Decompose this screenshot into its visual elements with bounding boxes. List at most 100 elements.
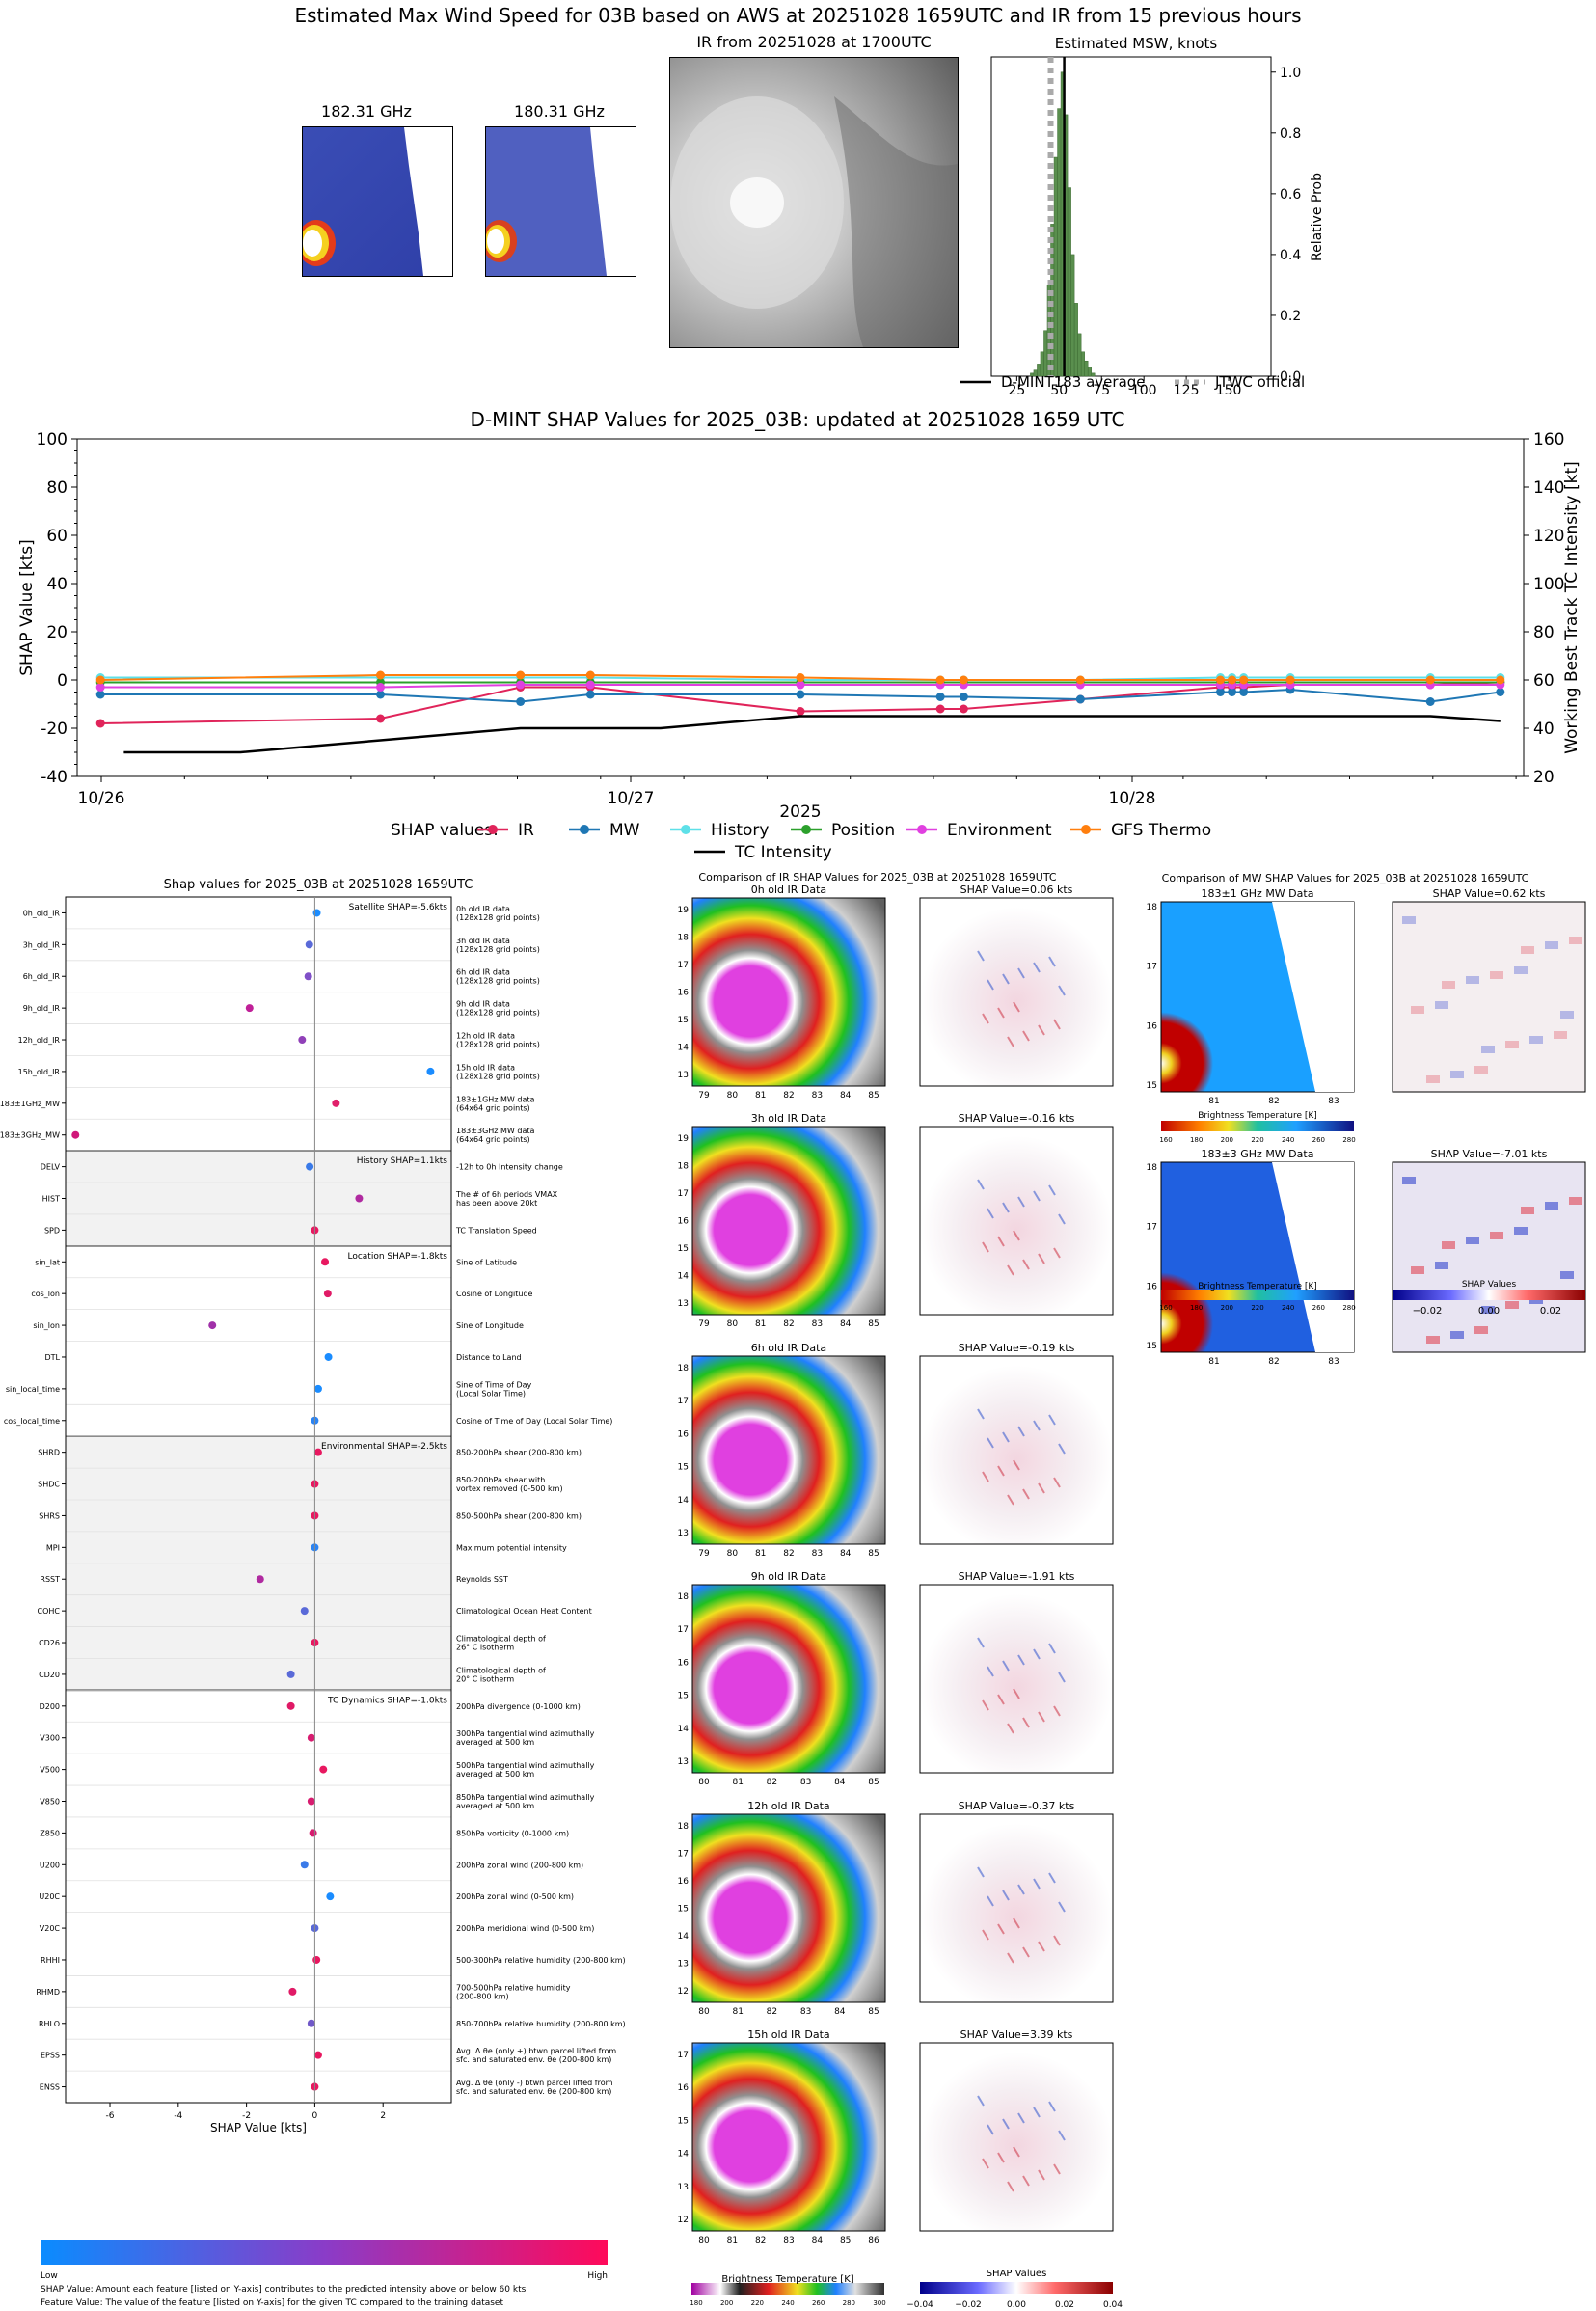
hist-xtick-label: 125 <box>1174 383 1200 398</box>
ts-legend-marker <box>1081 825 1091 834</box>
ir-xtick-label: 80 <box>727 1319 739 1329</box>
shap-feature-desc: 183±3GHz MW data (64x64 grid points) <box>456 1127 534 1144</box>
mw2-title: 180.31 GHz <box>514 102 605 121</box>
shap-group-label: TC Dynamics SHAP=-1.0kts <box>327 1696 447 1705</box>
ir-data-title: 12h old IR Data <box>747 1800 829 1812</box>
mw-shap-patch <box>1402 916 1416 924</box>
shap-feature-desc: 850-200hPa shear (200-800 km) <box>456 1449 582 1457</box>
shap-feature-desc: 850-700hPa relative humidity (200-800 km… <box>456 2020 626 2028</box>
ir-shap-image <box>919 1126 1114 1316</box>
ir-xtick-label: 79 <box>698 1319 710 1329</box>
mw-ytick-label: 18 <box>1147 1163 1158 1173</box>
ts-legend-label: History <box>711 821 769 840</box>
ir-xtick-label: 82 <box>783 1549 794 1559</box>
ts-line-mw <box>100 688 1501 703</box>
shap-xtick-label: 2 <box>380 2111 386 2121</box>
ir-shap-streak <box>1022 2175 1030 2187</box>
ir-ytick-label: 13 <box>678 1071 689 1080</box>
ts-ytick-right-label: 140 <box>1533 478 1564 498</box>
ir-cbtick-label: 180 <box>690 2299 702 2307</box>
ir-shap-streak <box>1033 1878 1041 1890</box>
ir-cbtick-label: 200 <box>720 2299 733 2307</box>
shap-point <box>286 1670 295 1678</box>
ir-data-title: 0h old IR Data <box>751 884 826 896</box>
mw-colorbar <box>1161 1290 1354 1300</box>
mw-data-title: 183±1 GHz MW Data <box>1202 887 1314 900</box>
ir-shap-cbtick-label: 0.04 <box>1103 2300 1123 2310</box>
mw-ytick-label: 17 <box>1147 963 1157 972</box>
mw-ytick-label: 18 <box>1147 903 1158 912</box>
mw-data-title: 183±3 GHz MW Data <box>1202 1148 1314 1160</box>
mw-shap-patch <box>1490 971 1503 979</box>
ir-rows: 0h old IR Data SHAP Value=0.06 kts 19 18 17 1… <box>678 884 1114 2245</box>
ts-point <box>1215 688 1225 696</box>
shap-feature-name: SHRD <box>38 1449 60 1457</box>
shap-feature-name: SPD <box>44 1226 60 1235</box>
ts-point <box>959 704 968 714</box>
shap-point <box>245 1004 254 1013</box>
shap-feature-desc: The # of 6h periods VMAX has been above 2… <box>455 1190 558 1208</box>
ir-shap-streak <box>997 1465 1005 1477</box>
ir-shap-streak <box>1013 1230 1020 1241</box>
ir-shap-streak <box>1017 967 1025 979</box>
ir-compare-title: Comparison of IR SHAP Values for 2025_03… <box>698 871 1056 884</box>
shap-point <box>208 1321 217 1330</box>
ir-ytick-label: 16 <box>678 1877 690 1887</box>
ir-shap-cbtick-label: 0.00 <box>1007 2300 1026 2310</box>
ts-point <box>585 680 595 690</box>
msw-histogram: Estimated MSW, knots 25 50 75 100 125 150 0.0… <box>960 35 1325 398</box>
shap-group-label: History SHAP=1.1kts <box>357 1156 448 1166</box>
ir-shap-streak <box>1017 1426 1025 1437</box>
shap-groups: Satellite SHAP=-5.6kts History SHAP=1.1kt… <box>66 903 451 1705</box>
ir-shap-streak <box>1053 2163 1061 2175</box>
ts-line-environment <box>100 684 1501 689</box>
ts-legend-label: GFS Thermo <box>1111 821 1211 840</box>
ir-shap-streak <box>1038 2169 1045 2181</box>
shap-group-label: Environmental SHAP=-2.5kts <box>321 1442 447 1452</box>
mw-shap-cbtick-label: 0.02 <box>1540 1306 1561 1317</box>
ts-point <box>1075 675 1085 685</box>
mw1-title: 182.31 GHz <box>321 102 412 121</box>
ir-ytick-label: 14 <box>678 2150 690 2160</box>
ir-cbticks: 180 200 220 240 260 280 300 <box>690 2299 885 2307</box>
mw-shap-image <box>1392 1161 1586 1353</box>
ir-shap-cbtick-label: −0.04 <box>906 2300 933 2310</box>
ts-point <box>1425 675 1435 685</box>
ir-xtick-label: 81 <box>755 1549 766 1559</box>
ir-xtick-label: 79 <box>698 1549 710 1559</box>
shap-xtick-label: -6 <box>106 2111 115 2121</box>
mw-compare-title: Comparison of MW SHAP Values for 2025_03… <box>1162 872 1529 884</box>
ts-yticks-right: 20 40 60 80 100 120 140 160 <box>1524 430 1564 787</box>
ir-shap-streak <box>1038 1711 1045 1723</box>
ts-xtick-label: 10/27 <box>608 789 655 808</box>
legend-jtwc: JTWC official <box>1214 373 1305 391</box>
hist-bar <box>1087 367 1092 377</box>
ts-ytick-left-label: 40 <box>46 575 68 594</box>
mw-shap-patch <box>1569 1197 1582 1205</box>
ts-ytick-left-label: 20 <box>46 623 68 642</box>
ir-shap-cbticks: −0.04 −0.02 0.00 0.02 0.04 <box>906 2300 1123 2310</box>
ir-shap-streak <box>1053 1019 1061 1030</box>
ir-shap-streak <box>1038 1941 1045 1952</box>
ir-cbtick-label: 280 <box>843 2299 855 2307</box>
shap-feature-desc: Climatological Ocean Heat Content <box>456 1607 592 1616</box>
shap-feature-desc: 9h old IR data (128x128 grid points) <box>456 1000 540 1018</box>
ts-ytick-right-label: 160 <box>1533 430 1564 449</box>
shap-point <box>426 1067 435 1075</box>
ir-shap-streak <box>997 1007 1005 1019</box>
ir-shap-streak <box>1038 1482 1045 1494</box>
ts-point <box>376 714 386 723</box>
mw-cbtick-label: 160 <box>1159 1304 1172 1312</box>
ir-shap-streak <box>1058 1672 1066 1683</box>
ir-ytick-label: 13 <box>678 1529 689 1538</box>
ir-shap-streak <box>1017 2112 1025 2124</box>
mw-shap-patch <box>1529 1036 1543 1044</box>
ir-ytick-label: 13 <box>678 1299 689 1309</box>
ir-ytick-label: 18 <box>678 1822 690 1832</box>
ir-shap-streak <box>982 1241 989 1253</box>
ir-xtick-label: 83 <box>812 1319 823 1329</box>
ts-point <box>1215 675 1225 685</box>
shap-feature-desc: 200hPa divergence (0-1000 km) <box>456 1702 581 1711</box>
shap-feature-name: Z850 <box>40 1829 60 1837</box>
mw-shap-cbticks: −0.02 0.00 0.02 <box>1413 1306 1561 1317</box>
